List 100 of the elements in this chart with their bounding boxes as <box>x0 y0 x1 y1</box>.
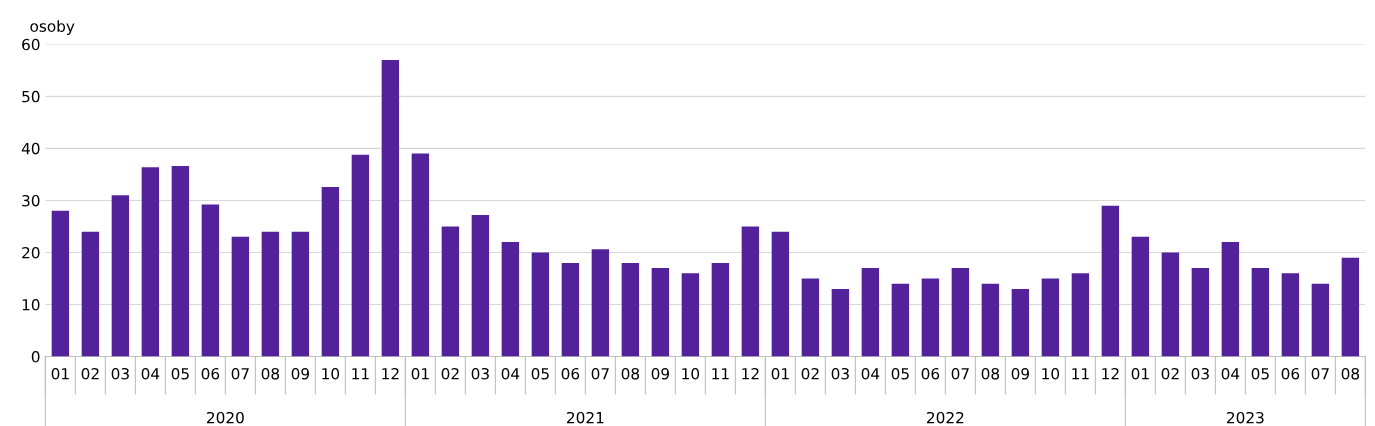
bar <box>231 236 250 357</box>
bar <box>621 262 640 357</box>
x-tick-label: 06 <box>201 367 220 380</box>
bar <box>651 268 670 357</box>
x-tick-label: 09 <box>651 367 670 380</box>
x-tick-label: 05 <box>171 367 189 380</box>
x-tick-label: 08 <box>1341 367 1360 380</box>
bar <box>741 226 760 357</box>
y-tick-label: 20 <box>22 246 40 259</box>
bar <box>111 195 130 357</box>
text: 2022 <box>927 411 964 424</box>
bar <box>441 226 460 357</box>
x-tick-label: 03 <box>471 367 489 380</box>
x-tick-label: 02 <box>441 367 459 380</box>
y-axis-title: osoby <box>30 20 75 35</box>
bar <box>591 249 610 357</box>
x-tick-label: 01 <box>771 367 789 380</box>
bar <box>201 204 220 357</box>
bar <box>921 278 940 357</box>
x-tick-label: 10 <box>682 367 700 380</box>
x-tick-label: 12 <box>1102 367 1119 380</box>
bar <box>1191 268 1210 357</box>
bar <box>951 268 970 357</box>
bar <box>141 167 160 357</box>
x-tick-label: 04 <box>141 367 160 380</box>
y-tick-label: 0 <box>31 351 40 363</box>
bar <box>1251 268 1270 357</box>
bar <box>981 283 1000 357</box>
x-tick-label: 03 <box>111 367 129 380</box>
bar <box>381 59 400 357</box>
bar <box>561 262 580 357</box>
x-tick-label: 06 <box>1281 367 1300 380</box>
x-tick-label: 02 <box>1161 367 1179 380</box>
bar <box>711 262 730 357</box>
bar <box>171 166 190 357</box>
bar <box>1101 205 1120 357</box>
x-tick-label: 07 <box>591 367 609 380</box>
bar <box>411 153 430 357</box>
bar <box>261 231 280 357</box>
y-tick-label: 10 <box>22 298 40 311</box>
x-tick-label: 06 <box>561 367 580 380</box>
bar <box>531 252 550 357</box>
x-tick-label: 12 <box>742 367 759 380</box>
bar <box>801 278 820 357</box>
bar <box>1221 242 1240 357</box>
bar <box>681 273 700 357</box>
bar <box>471 215 490 357</box>
x-tick-label: 05 <box>891 367 909 380</box>
x-tick-label: 11 <box>1072 368 1089 380</box>
x-tick-label: 10 <box>322 367 340 380</box>
bar <box>1071 273 1090 357</box>
y-tick-label: 60 <box>22 38 40 51</box>
y-tick-label: 50 <box>22 90 40 103</box>
bar <box>1341 257 1360 357</box>
bar <box>501 242 520 357</box>
x-tick-label: 08 <box>261 367 280 380</box>
y-tick-label: 40 <box>21 142 40 155</box>
x-tick-label: 04 <box>861 367 880 380</box>
bar <box>861 268 880 357</box>
x-tick-label: 09 <box>1011 367 1030 380</box>
text: 2021 <box>567 411 604 424</box>
x-tick-label: 04 <box>1221 367 1240 380</box>
x-tick-label: 01 <box>411 367 429 380</box>
x-tick-label: 05 <box>531 367 549 380</box>
x-tick-label: 11 <box>352 368 369 380</box>
x-tick-label: 03 <box>1191 367 1209 380</box>
text: 2023 <box>1227 411 1264 424</box>
x-tick-label: 07 <box>1311 367 1329 380</box>
x-tick-label: 08 <box>621 367 640 380</box>
x-tick-label: 05 <box>1251 367 1269 380</box>
x-tick-label: 07 <box>951 367 969 380</box>
bar <box>321 186 340 357</box>
x-tick-label: 02 <box>801 367 819 380</box>
bar <box>51 210 70 357</box>
x-tick-label: 09 <box>291 367 310 380</box>
x-tick-label: 11 <box>712 368 729 380</box>
bar <box>351 154 370 357</box>
x-tick-label: 04 <box>501 367 520 380</box>
bar <box>291 231 310 357</box>
bar <box>1011 288 1030 357</box>
x-tick-label: 06 <box>921 367 940 380</box>
x-tick-label: 01 <box>51 367 69 380</box>
y-tick-label: 30 <box>22 194 40 207</box>
bar <box>891 283 910 357</box>
x-tick-label: 12 <box>382 367 399 380</box>
bar <box>831 288 850 357</box>
x-tick-label: 01 <box>1131 367 1149 380</box>
x-tick-label: 10 <box>1042 367 1060 380</box>
x-tick-label: 02 <box>81 367 99 380</box>
text: 2020 <box>207 411 244 424</box>
x-tick-label: 07 <box>231 367 249 380</box>
bar <box>1281 273 1300 357</box>
bar <box>1041 278 1060 357</box>
bar <box>1161 252 1180 357</box>
x-tick-label: 08 <box>981 367 1000 380</box>
bar <box>1311 283 1330 357</box>
bar <box>1131 236 1150 357</box>
bar <box>81 231 100 357</box>
x-tick-label: 03 <box>831 367 849 380</box>
bar <box>771 231 790 357</box>
